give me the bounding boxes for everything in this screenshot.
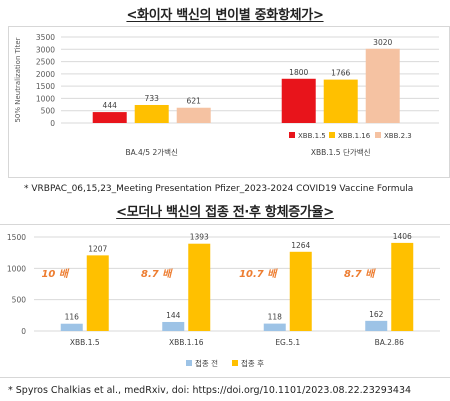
y-tick-label: 500: [12, 296, 27, 305]
source-note-pfizer: * VRBPAC_06,15,23_Meeting Presentation P…: [24, 184, 414, 194]
y-tick-label: 1500: [7, 233, 26, 242]
pfizer-neutralization-chart: 0 500 1000 1500 2000 2500 3000 3500 50% Neutrali…: [14, 33, 439, 157]
y-tick-label: 1000: [7, 264, 26, 273]
category-label: XBB.1.5 단가백신: [311, 147, 371, 157]
legend-swatch: [375, 132, 381, 138]
y-axis-label: 50% Neutralization Titer: [14, 37, 22, 122]
y-tick-label: 3000: [36, 45, 55, 54]
bar-XBB.1.16: [323, 79, 358, 123]
y-tick-label: 0: [50, 119, 55, 128]
bar-value-label: 1800: [289, 68, 308, 77]
legend-label: XBB.2.3: [384, 132, 412, 140]
bar-value-label: 118: [268, 313, 283, 322]
y-tick-label: 0: [21, 327, 26, 336]
legend-label: 접종 후: [241, 359, 264, 368]
chart1-title: <화이자 백신의 변이별 중화항체가>: [126, 8, 324, 23]
fold-increase-annotation: 10 배: [41, 268, 69, 280]
bar-XBB.1.5: [281, 78, 316, 123]
y-tick-label: 1500: [36, 82, 55, 91]
y-tick-label: 1000: [36, 94, 55, 103]
legend-swatch: [186, 360, 192, 366]
bar-XBB.1.16: [134, 104, 169, 123]
y-tick-label: 2000: [36, 70, 55, 79]
bar-before: [60, 323, 83, 331]
fold-increase-annotation: 10.7 배: [239, 268, 278, 280]
bar-value-label: 1406: [393, 232, 412, 241]
legend-swatch: [289, 132, 295, 138]
bar-after: [86, 255, 109, 331]
bar-value-label: 1207: [88, 244, 107, 253]
bar-value-label: 444: [103, 101, 118, 110]
legend-swatch: [232, 360, 238, 366]
bar-value-label: 162: [369, 310, 384, 319]
bar-value-label: 144: [166, 311, 181, 320]
bar-after: [391, 242, 414, 331]
pfizer-chart-panel: 0 500 1000 1500 2000 2500 3000 3500 50% Neutrali…: [8, 26, 450, 178]
bar-XBB.2.3: [365, 48, 400, 124]
chart2-title: <모더나 백신의 접종 전·후 항체증가율>: [116, 205, 334, 220]
category-label: XBB.1.5: [70, 338, 100, 347]
bar-value-label: 1264: [291, 241, 310, 250]
bar-value-label: 3020: [373, 38, 392, 47]
bar-before: [263, 323, 286, 331]
legend-label: XBB.1.16: [338, 132, 371, 140]
legend-label: XBB.1.5: [298, 132, 326, 140]
fold-increase-annotation: 8.7 배: [141, 268, 173, 280]
bar-value-label: 116: [65, 313, 80, 322]
bar-value-label: 733: [145, 94, 160, 103]
bar-after: [188, 243, 211, 331]
source-note-moderna: * Spyros Chalkias et al., medRxiv, doi: …: [8, 385, 412, 396]
bar-after: [289, 251, 312, 331]
legend-label: 접종 전: [195, 358, 218, 368]
category-label: EG.5.1: [275, 338, 300, 347]
y-tick-label: 500: [41, 107, 56, 116]
category-label: BA.2.86: [375, 338, 404, 347]
legend-swatch: [329, 132, 335, 138]
bar-value-label: 1766: [331, 69, 350, 78]
fold-increase-annotation: 8.7 배: [344, 268, 376, 280]
bar-XBB.1.5: [92, 112, 127, 123]
category-label: BA.4/5 2가백신: [125, 147, 178, 157]
moderna-antibody-chart: 0 500 1000 1500 116 1207 10 배 XBB.1.5 144 1393 8.7…: [7, 232, 440, 368]
bar-XBB.2.3: [176, 107, 211, 123]
bar-before: [162, 321, 185, 331]
moderna-chart-panel: 0 500 1000 1500 116 1207 10 배 XBB.1.5 144 1393 8.7…: [0, 224, 450, 378]
y-tick-label: 2500: [36, 58, 55, 67]
y-tick-label: 3500: [36, 33, 55, 42]
category-label: XBB.1.16: [169, 338, 204, 347]
bar-before: [365, 320, 388, 331]
bar-value-label: 621: [187, 97, 202, 106]
bar-value-label: 1393: [190, 233, 209, 242]
